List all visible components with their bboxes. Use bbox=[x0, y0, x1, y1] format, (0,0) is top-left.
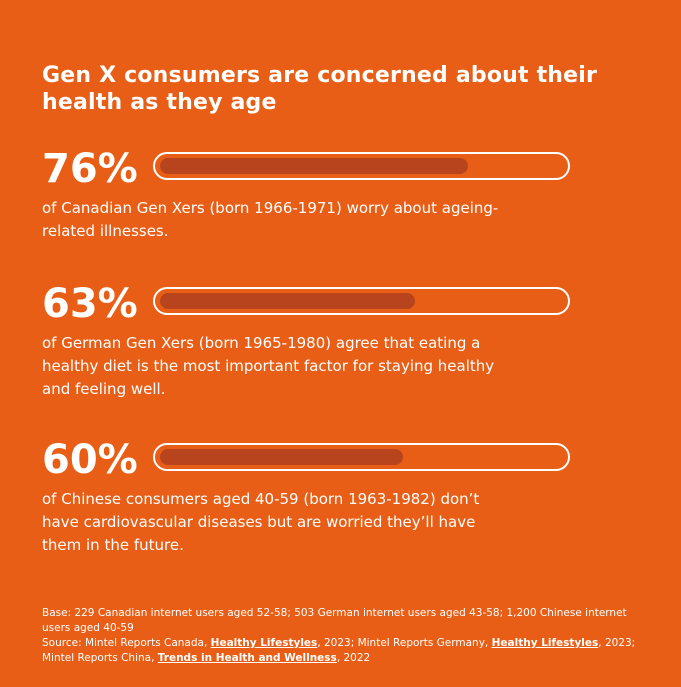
source-text: , 2023; Mintel Reports Germany, bbox=[317, 637, 489, 649]
page-title: Gen X consumers are concerned about thei… bbox=[42, 63, 598, 115]
stat-percent: 76% bbox=[42, 146, 138, 192]
source-link-trends-health-wellness[interactable]: Trends in Health and Wellness bbox=[157, 652, 337, 664]
source-link-healthy-lifestyles-canada[interactable]: Healthy Lifestyles bbox=[210, 637, 318, 649]
progress-bar bbox=[153, 152, 570, 180]
footnote: Base: 229 Canadian internet users aged 5… bbox=[42, 606, 642, 666]
footnote-source: Source: Mintel Reports Canada, Healthy L… bbox=[42, 636, 642, 666]
source-text: , 2022 bbox=[336, 652, 371, 664]
source-text: , 2023; Mintel Reports China, bbox=[42, 637, 636, 664]
progress-bar bbox=[153, 443, 570, 471]
stat-percent: 63% bbox=[42, 281, 138, 327]
stat-percent: 60% bbox=[42, 437, 138, 483]
progress-bar-fill bbox=[160, 293, 415, 309]
progress-bar-fill bbox=[160, 449, 403, 465]
stat-description: of Canadian Gen Xers (born 1966-1971) wo… bbox=[42, 199, 499, 240]
source-text: Source: Mintel Reports Canada, bbox=[42, 637, 208, 649]
source-link-healthy-lifestyles-germany[interactable]: Healthy Lifestyles bbox=[491, 637, 599, 649]
progress-bar-fill bbox=[160, 158, 468, 174]
progress-bar bbox=[153, 287, 570, 315]
stat-description: of Chinese consumers aged 40-59 (born 19… bbox=[42, 490, 480, 554]
stat-description: of German Gen Xers (born 1965-1980) agre… bbox=[42, 334, 495, 398]
footnote-base: Base: 229 Canadian internet users aged 5… bbox=[42, 607, 627, 634]
